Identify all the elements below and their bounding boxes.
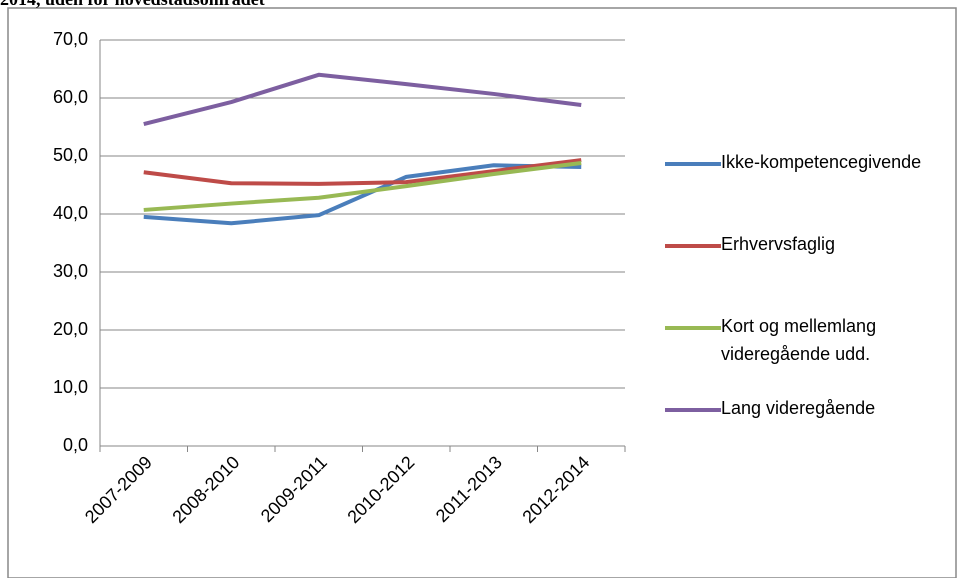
series-line (143, 72, 582, 127)
series-line (143, 160, 582, 212)
y-tick-label: 10,0 (53, 377, 88, 397)
series-line (143, 163, 582, 226)
legend-swatch (665, 326, 721, 330)
legend-swatch (665, 244, 721, 248)
legend-label: Erhvervsfaglig (721, 234, 836, 254)
y-tick-label: 20,0 (53, 319, 88, 339)
y-tick-label: 70,0 (53, 29, 88, 49)
legend-entry: Lang videregående (665, 398, 955, 422)
x-tick-label: 2009-2011 (257, 452, 331, 526)
x-tick-label: 2007-2009 (81, 452, 156, 527)
series-line (143, 158, 582, 186)
y-tick-label: 40,0 (53, 203, 88, 223)
legend-entry: Erhvervsfaglig (665, 234, 955, 258)
legend-label: Lang videregående (721, 398, 876, 418)
x-tick-label: 2011-2013 (432, 452, 506, 526)
x-tick-label: 2008-2010 (168, 452, 243, 527)
x-tick-label: 2010-2012 (343, 452, 418, 527)
x-tick-label: 2012-2014 (518, 452, 593, 527)
y-tick-label: 30,0 (53, 261, 88, 281)
y-tick-label: 0,0 (63, 435, 88, 455)
y-tick-label: 60,0 (53, 87, 88, 107)
legend-swatch (665, 162, 721, 166)
legend-entry: Ikke-kompetencegivende (665, 152, 955, 176)
chart-frame (7, 7, 957, 578)
legend-entry: Kort og mellemlang videregående udd. (665, 316, 955, 368)
chart-title: 2014, uden for hovedstadsområdet (0, 0, 265, 10)
legend-swatch (665, 408, 721, 412)
legend-label: Kort og mellemlang videregående udd. (721, 316, 877, 364)
y-tick-label: 50,0 (53, 145, 88, 165)
legend-label: Ikke-kompetencegivende (721, 152, 922, 172)
